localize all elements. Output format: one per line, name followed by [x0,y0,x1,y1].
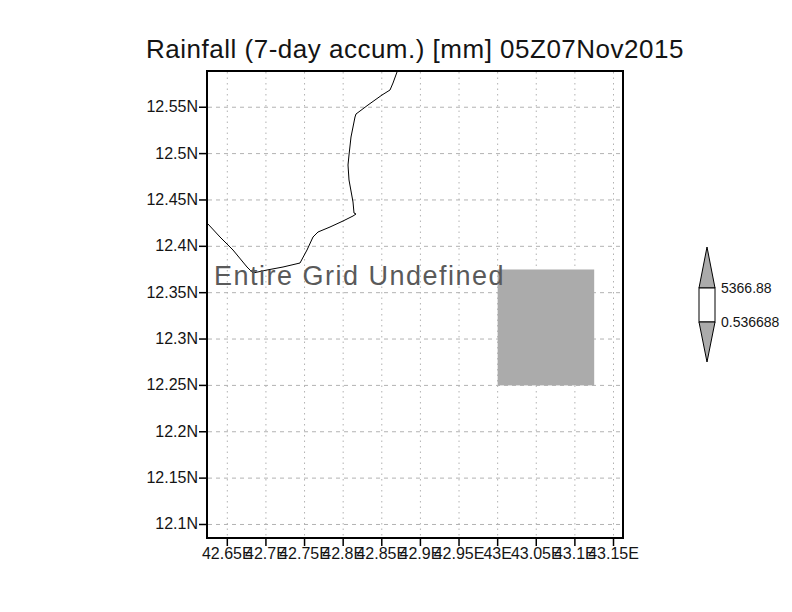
lat-tick-label: 12.1N [128,515,198,533]
colorbar-lower-arrow [699,322,715,362]
coastline-path [208,72,397,273]
colorbar-min-label: 0.536688 [721,314,779,330]
colorbar-max-label: 5366.88 [721,280,772,296]
lat-tick-label: 12.35N [128,284,198,302]
lat-tick-label: 12.2N [128,423,198,441]
lat-tick-label: 12.25N [128,376,198,394]
lat-tick-label: 12.4N [128,237,198,255]
grads-rainfall-figure: Rainfall (7-day accum.) [mm] 05Z07Nov201… [0,0,792,612]
lat-tick-label: 12.3N [128,330,198,348]
lat-tick-label: 12.55N [128,98,198,116]
colorbar-band [699,288,715,322]
lon-tick-label: 43.15E [582,545,646,563]
lat-tick-label: 12.45N [128,191,198,209]
undefined-grid-annotation: Entire Grid Undefined [214,261,505,292]
undefined-data-shaded-region [498,269,595,385]
lat-tick-label: 12.5N [128,145,198,163]
rainfall-map-plot [0,0,792,612]
plot-title: Rainfall (7-day accum.) [mm] 05Z07Nov201… [115,34,715,65]
colorbar-upper-arrow [699,247,715,288]
lat-tick-label: 12.15N [128,469,198,487]
